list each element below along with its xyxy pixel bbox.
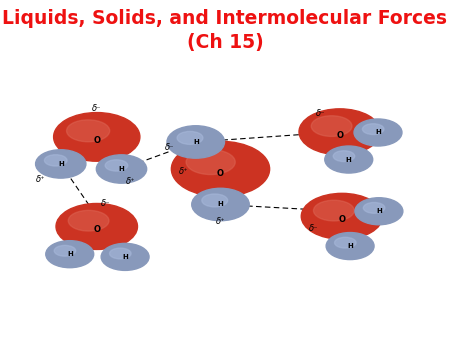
- Text: δ⁻: δ⁻: [315, 109, 325, 118]
- Ellipse shape: [202, 194, 228, 207]
- Ellipse shape: [362, 124, 384, 135]
- Text: O: O: [93, 225, 100, 235]
- Text: δ⁺: δ⁺: [126, 177, 135, 186]
- Text: δ⁻: δ⁻: [165, 143, 175, 152]
- Ellipse shape: [333, 151, 355, 162]
- Ellipse shape: [325, 146, 373, 173]
- Text: H: H: [346, 156, 351, 163]
- Text: H: H: [67, 251, 72, 257]
- Ellipse shape: [326, 233, 374, 260]
- Text: O: O: [93, 136, 100, 145]
- Ellipse shape: [45, 155, 67, 166]
- Ellipse shape: [354, 119, 402, 146]
- Ellipse shape: [186, 150, 235, 174]
- Ellipse shape: [54, 245, 76, 256]
- Text: O: O: [217, 169, 224, 178]
- Ellipse shape: [105, 160, 128, 171]
- Ellipse shape: [363, 202, 385, 213]
- Ellipse shape: [54, 113, 140, 161]
- Ellipse shape: [36, 150, 86, 178]
- Ellipse shape: [56, 203, 138, 249]
- Text: O: O: [336, 131, 343, 140]
- Text: H: H: [347, 243, 353, 249]
- Ellipse shape: [67, 120, 110, 142]
- Ellipse shape: [46, 241, 94, 268]
- Ellipse shape: [299, 109, 381, 155]
- Text: H: H: [376, 208, 382, 214]
- Ellipse shape: [314, 200, 354, 221]
- Text: (Ch 15): (Ch 15): [187, 33, 263, 52]
- Ellipse shape: [171, 141, 270, 197]
- Text: H: H: [375, 129, 381, 136]
- Ellipse shape: [177, 131, 203, 144]
- Ellipse shape: [355, 198, 403, 225]
- Ellipse shape: [167, 126, 225, 158]
- Ellipse shape: [68, 210, 109, 231]
- Text: δ⁺: δ⁺: [179, 167, 189, 175]
- Ellipse shape: [101, 243, 149, 270]
- Ellipse shape: [192, 188, 249, 221]
- Text: H: H: [122, 254, 128, 260]
- Ellipse shape: [96, 155, 147, 183]
- Text: δ⁺: δ⁺: [36, 175, 45, 184]
- Text: H: H: [218, 201, 223, 208]
- Ellipse shape: [301, 193, 383, 239]
- Text: H: H: [119, 166, 124, 172]
- Text: δ⁺: δ⁺: [216, 217, 225, 226]
- Text: O: O: [338, 215, 346, 224]
- Ellipse shape: [311, 116, 352, 137]
- Text: H: H: [58, 161, 63, 167]
- Text: δ⁻: δ⁻: [92, 104, 102, 113]
- Text: δ⁻: δ⁻: [309, 224, 319, 233]
- Text: H: H: [193, 139, 198, 145]
- Text: δ⁻: δ⁻: [101, 199, 111, 208]
- Text: Liquids, Solids, and Intermolecular Forces: Liquids, Solids, and Intermolecular Forc…: [3, 9, 447, 28]
- Ellipse shape: [109, 248, 131, 259]
- Ellipse shape: [334, 237, 356, 248]
